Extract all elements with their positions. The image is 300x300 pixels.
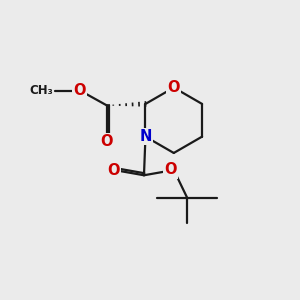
Text: CH₃: CH₃ xyxy=(30,84,53,97)
Text: N: N xyxy=(139,129,152,144)
Text: O: O xyxy=(100,134,113,149)
Text: O: O xyxy=(107,163,120,178)
Text: O: O xyxy=(167,80,180,95)
Text: O: O xyxy=(73,83,86,98)
Text: O: O xyxy=(164,162,177,177)
